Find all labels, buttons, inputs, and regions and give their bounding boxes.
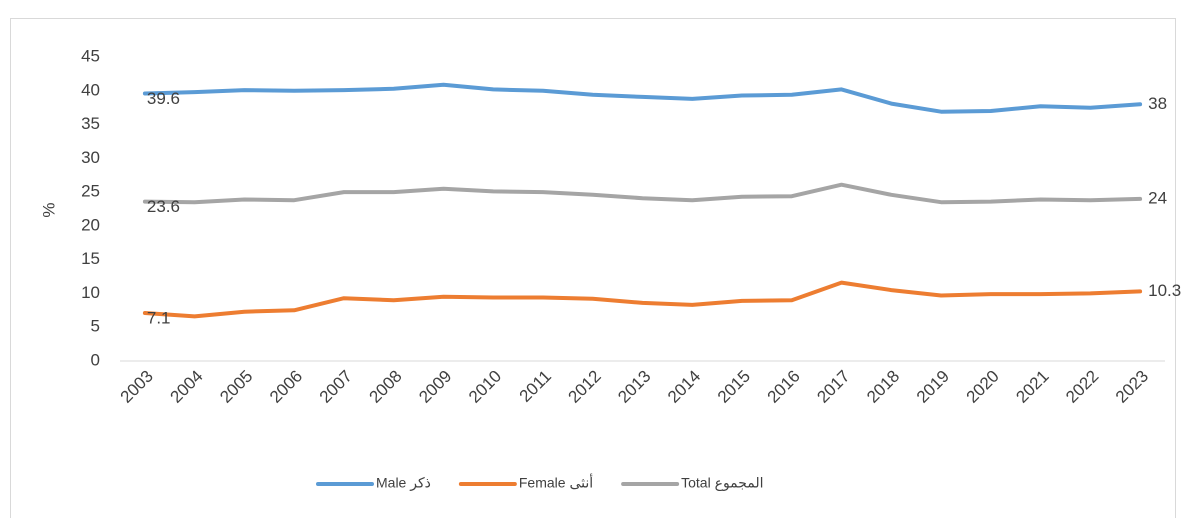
- data-label: 38: [1148, 94, 1167, 113]
- y-tick-label: 30: [81, 148, 100, 167]
- x-tick-label: 2017: [813, 367, 853, 407]
- data-label: 24: [1148, 188, 1167, 207]
- series-line: [142, 182, 1143, 205]
- x-tick-label: 2013: [614, 367, 654, 407]
- data-label: 23.6: [147, 197, 180, 216]
- legend-label: Male ذكر: [376, 475, 431, 492]
- x-tick-label: 2020: [963, 367, 1003, 407]
- x-tick-label: 2023: [1112, 367, 1152, 407]
- y-tick-label: 15: [81, 249, 100, 268]
- x-tick-label: 2018: [863, 367, 903, 407]
- x-tick-label: 2016: [764, 367, 804, 407]
- y-tick-label: 20: [81, 215, 100, 234]
- x-tick-label: 2014: [664, 367, 704, 407]
- legend-label: Female أنثى: [519, 474, 593, 491]
- x-tick-label: 2004: [166, 367, 206, 407]
- x-tick-label: 2005: [216, 367, 256, 407]
- series-line: [142, 82, 1143, 114]
- y-tick-label: 35: [81, 114, 100, 133]
- legend-label: Total المجموع: [681, 475, 763, 492]
- x-tick-label: 2011: [516, 367, 555, 406]
- x-tick-label: 2009: [415, 367, 455, 407]
- x-tick-label: 2019: [913, 367, 953, 407]
- x-tick-label: 2008: [366, 367, 406, 407]
- data-label: 7.1: [147, 309, 171, 328]
- x-tick-label: 2015: [714, 367, 754, 407]
- chart-frame: [10, 18, 1176, 518]
- y-tick-label: 25: [81, 182, 100, 201]
- x-tick-label: 2003: [117, 367, 157, 407]
- y-tick-label: 0: [91, 350, 100, 369]
- x-tick-label: 2006: [266, 367, 306, 407]
- y-tick-label: 10: [81, 283, 100, 302]
- x-tick-label: 2012: [565, 367, 605, 407]
- y-axis-label: %: [39, 202, 58, 217]
- x-tick-label: 2010: [465, 367, 505, 407]
- x-tick-label: 2021: [1012, 367, 1052, 407]
- data-label: 39.6: [147, 89, 180, 108]
- x-tick-label: 2007: [316, 367, 356, 407]
- x-tick-label: 2022: [1062, 367, 1102, 407]
- y-tick-label: 45: [81, 46, 100, 65]
- data-label: 10.3: [1148, 281, 1181, 300]
- y-tick-label: 40: [81, 80, 100, 99]
- series-line: [142, 280, 1143, 319]
- y-tick-label: 5: [91, 317, 100, 336]
